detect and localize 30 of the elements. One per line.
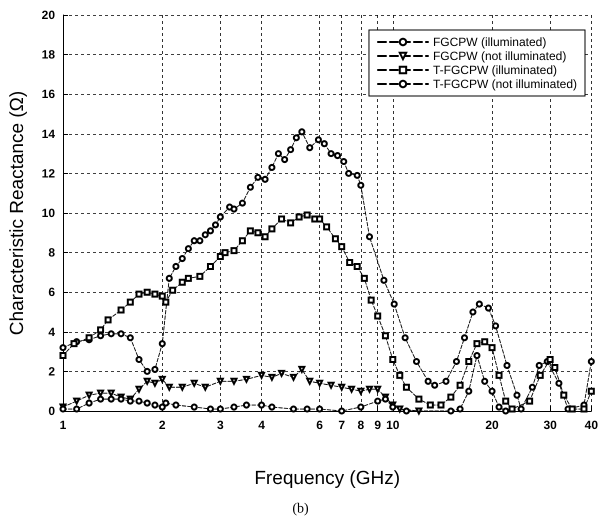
x-tick-label: 4 <box>258 418 266 432</box>
x-tick-label: 3 <box>217 418 224 432</box>
x-tick-label: 40 <box>584 418 598 432</box>
y-tick-label: 10 <box>42 206 56 220</box>
y-tick-label: 16 <box>42 87 56 102</box>
y-tick-label: 4 <box>48 324 56 339</box>
x-tick-label: 30 <box>543 418 558 432</box>
legend-label: FGCPW (not illuminated) <box>432 49 566 63</box>
x-tick-label: 7 <box>338 418 346 432</box>
text: (b) <box>292 502 309 516</box>
x-tick-label: 8 <box>357 418 364 432</box>
x-tick-label: 2 <box>158 418 166 432</box>
x-tick-label: 6 <box>316 418 324 432</box>
x-axis-title: Frequency (GHz) <box>254 468 400 489</box>
legend-label: T-FGCPW (illuminated) <box>432 63 557 77</box>
x-tick-label: 20 <box>485 418 500 432</box>
y-axis-title: Characteristic Reactance (Ω) <box>7 90 28 336</box>
y-tick-label: 6 <box>48 285 56 300</box>
y-tick-label: 18 <box>42 48 56 62</box>
x-tick-label: 10 <box>386 418 400 432</box>
legend-label: FGCPW (illuminated) <box>432 35 546 49</box>
y-tick-label: 0 <box>48 404 56 418</box>
y-tick-label: 8 <box>48 246 56 260</box>
x-tick-label: 9 <box>374 418 382 432</box>
y-tick-label: 20 <box>42 8 56 22</box>
x-tick-label: 1 <box>60 418 67 432</box>
y-tick-label: 12 <box>42 166 56 180</box>
y-tick-label: 14 <box>42 126 56 141</box>
y-tick-label: 2 <box>48 364 56 378</box>
legend-label: T-FGCPW (not illuminated) <box>432 77 578 91</box>
